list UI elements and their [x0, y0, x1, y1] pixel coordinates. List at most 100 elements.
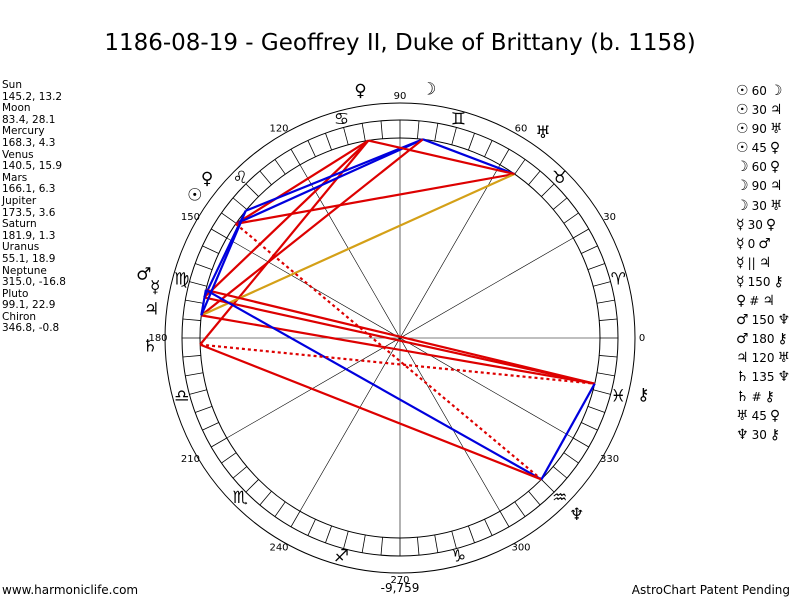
- degree-label: 90: [394, 91, 407, 102]
- aspect-line: [235, 138, 424, 225]
- footer-patent-note: AstroChart Patent Pending: [631, 583, 790, 597]
- degree-tick: [563, 452, 579, 464]
- aspect-planet-b-glyph: ♃: [769, 178, 783, 195]
- aspect-label: 30: [751, 103, 767, 118]
- aspect-planet-a-glyph: ☿: [736, 273, 745, 290]
- planet-coords: 55.1, 18.9: [2, 252, 56, 265]
- zodiac-sign-icon: ♎: [174, 386, 189, 406]
- aspect-row: ♅ 45 ♀: [736, 406, 790, 425]
- degree-tick: [189, 281, 207, 287]
- degree-tick: [484, 519, 493, 536]
- planet-coords: 99.1, 22.9: [2, 299, 56, 312]
- degree-label: 60: [515, 123, 528, 134]
- degree-tick: [541, 183, 555, 197]
- aspect-planet-b-glyph: ♃: [758, 254, 772, 271]
- zodiac-sign-icon: ♍: [174, 270, 189, 290]
- degree-label: 270: [390, 575, 409, 586]
- planet-coords: 173.5, 3.6: [2, 206, 56, 219]
- aspect-line: [199, 139, 370, 346]
- planet-name: Mars: [2, 171, 28, 184]
- aspect-planet-b-glyph: ♀: [765, 216, 777, 233]
- degree-tick: [514, 501, 526, 517]
- planet-glyph-icon: ♂: [136, 265, 151, 285]
- planet-glyph-icon: ☉: [187, 185, 202, 205]
- aspect-planet-b-glyph: ♀: [769, 140, 781, 157]
- aspect-planet-a-glyph: ♂: [736, 331, 749, 348]
- degree-tick: [573, 437, 589, 448]
- degree-tick: [211, 228, 227, 239]
- aspect-label: 150: [747, 274, 771, 289]
- degree-tick: [380, 120, 383, 139]
- aspect-label: 30: [751, 198, 767, 213]
- aspect-row: ♀ # ♃: [736, 291, 790, 310]
- zodiac-sign-icon: ♉: [552, 168, 567, 188]
- degree-label: 240: [269, 543, 288, 554]
- degree-tick: [417, 120, 420, 139]
- aspect-line: [540, 383, 596, 480]
- planet-name: Mercury: [2, 125, 45, 138]
- aspect-line: [235, 172, 515, 225]
- degree-tick: [325, 133, 332, 151]
- degree-tick: [325, 525, 332, 543]
- degree-label: 0: [639, 333, 645, 344]
- aspect-row: ☉ 45 ♀: [736, 138, 790, 157]
- aspect-row: ☿ 150 ⚷: [736, 272, 790, 291]
- degree-tick: [245, 479, 259, 493]
- degree-tick: [552, 197, 568, 210]
- planet-name: Sun: [2, 79, 22, 91]
- aspect-label: 60: [751, 84, 767, 98]
- planet-coords: 145.2, 13.2: [2, 90, 63, 103]
- planet-name: Chiron: [2, 310, 37, 323]
- degree-label: 330: [600, 454, 619, 465]
- degree-tick: [343, 531, 349, 549]
- aspect-planet-a-glyph: ♆: [736, 426, 749, 443]
- aspect-line: [203, 139, 370, 299]
- degree-tick: [195, 263, 213, 270]
- aspect-planet-b-glyph: ♅: [777, 350, 791, 367]
- zodiac-sign-icon: ♐: [334, 546, 349, 566]
- planet-name: Uranus: [2, 241, 40, 254]
- zodiac-sign-icon: ♓: [611, 386, 626, 406]
- chart-title: 1186-08-19 - Geoffrey II, Duke of Britta…: [104, 30, 696, 56]
- aspect-line: [200, 343, 595, 385]
- degree-tick: [361, 123, 366, 142]
- aspect-planet-a-glyph: ☽: [736, 178, 749, 195]
- degree-tick: [552, 466, 568, 479]
- degree-tick: [581, 245, 598, 254]
- aspect-row: ♆ 30 ⚷: [736, 425, 790, 444]
- aspect-planet-b-glyph: ⚷: [769, 426, 781, 443]
- degree-tick: [189, 389, 207, 395]
- aspect-label: 90: [751, 179, 767, 194]
- aspect-planet-a-glyph: ☿: [736, 254, 745, 271]
- planet-glyph-icon: ♀: [201, 169, 213, 189]
- degree-label: 300: [511, 543, 530, 554]
- aspect-planet-b-glyph: ♃: [769, 102, 783, 119]
- aspect-planet-b-glyph: ♂: [758, 235, 771, 252]
- aspect-planet-a-glyph: ☿: [736, 235, 745, 252]
- aspect-label: 45: [751, 408, 767, 423]
- aspect-label: 30: [747, 217, 763, 232]
- zodiac-sign-icon: ♋: [334, 110, 349, 130]
- footer-website[interactable]: www.harmoniclife.com: [2, 583, 139, 597]
- degree-label: 180: [148, 333, 167, 344]
- planet-coords: 346.8, -0.8: [2, 322, 60, 335]
- degree-tick: [182, 318, 201, 321]
- degree-tick: [593, 281, 611, 287]
- aspect-row: ☉ 30 ♃: [736, 100, 790, 119]
- outer-ring: [164, 102, 636, 574]
- degree-tick: [563, 212, 579, 224]
- aspect-line: [200, 210, 247, 316]
- aspect-planet-a-glyph: ☉: [736, 121, 749, 138]
- aspect-row: ♂ 150 ♆: [736, 310, 790, 329]
- degree-tick: [361, 534, 366, 553]
- aspect-planet-a-glyph: ☉: [736, 83, 749, 99]
- degree-tick: [185, 299, 204, 304]
- planet-glyph-icon: ♀: [354, 81, 366, 101]
- aspect-line: [199, 343, 542, 481]
- aspect-line: [235, 223, 543, 481]
- degree-tick: [195, 406, 213, 413]
- degree-tick: [587, 263, 605, 270]
- aspect-row: ♄ # ⚷: [736, 387, 790, 406]
- aspect-line: [245, 138, 424, 212]
- aspect-row: ☽ 60 ♀: [736, 157, 790, 176]
